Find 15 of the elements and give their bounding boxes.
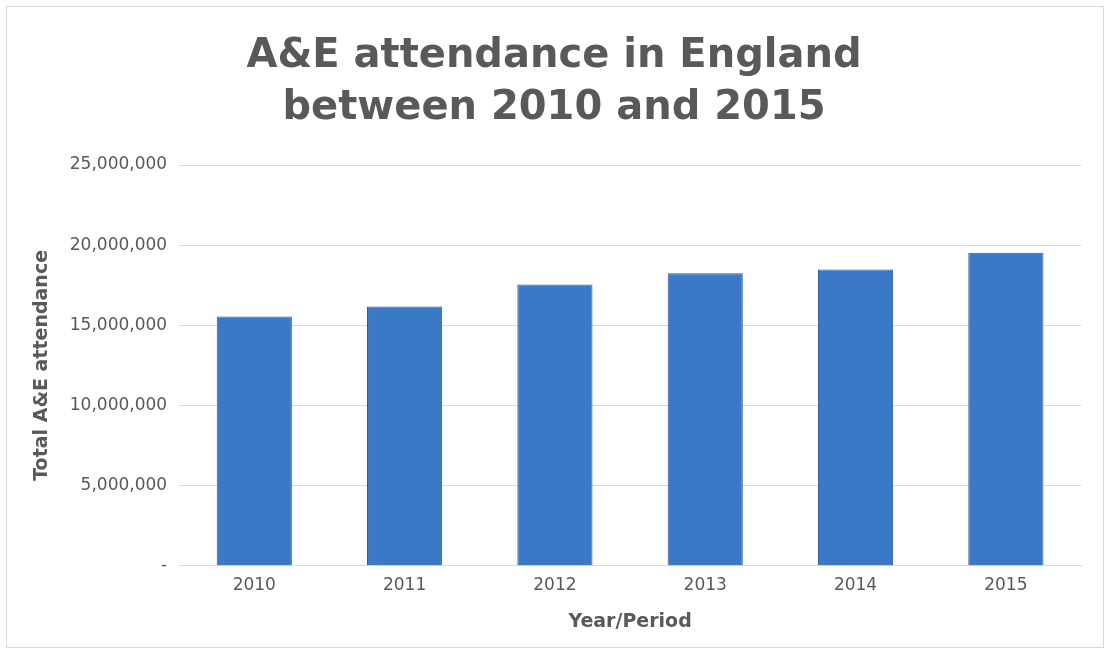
y-tick-label: 5,000,000 [80, 474, 168, 495]
chart-title: A&E attendance in England between 2010 and 2015 [246, 30, 862, 129]
x-tick-label: 2013 [683, 574, 727, 595]
x-tick-label: 2010 [232, 574, 276, 595]
x-tick-label: 2012 [533, 574, 577, 595]
y-axis-title: Total A&E attendance [29, 249, 52, 481]
y-tick-label: 10,000,000 [69, 393, 168, 414]
x-axis-title: Year/Period [567, 608, 692, 631]
x-tick-label: 2015 [984, 574, 1028, 595]
y-tick-label: 15,000,000 [69, 313, 168, 334]
x-tick-label: 2011 [382, 574, 427, 595]
y-tick-label: 25,000,000 [69, 153, 168, 174]
y-tick-label: - [160, 554, 168, 575]
x-tick-label: 2014 [833, 574, 878, 595]
y-tick-label: 20,000,000 [69, 233, 168, 254]
